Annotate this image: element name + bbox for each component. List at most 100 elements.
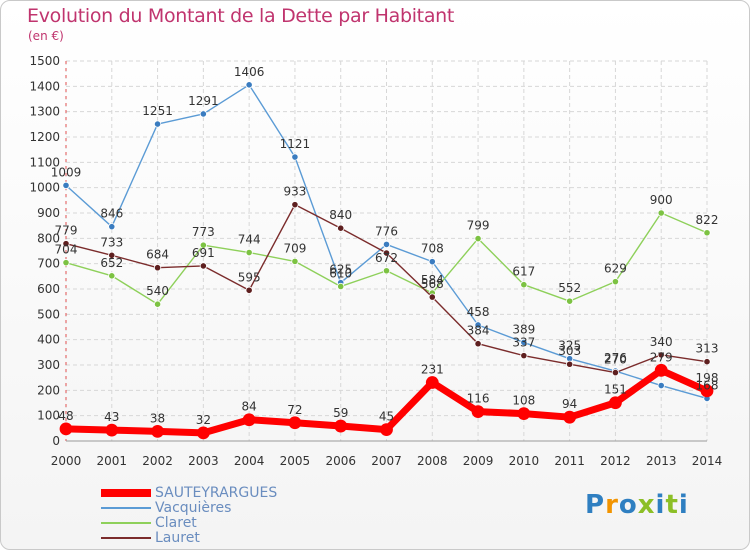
unit-label: (en €) bbox=[28, 29, 64, 43]
y-tick-label: 400 bbox=[37, 333, 60, 347]
legend-swatch bbox=[101, 507, 151, 509]
legend-swatch bbox=[101, 537, 151, 539]
data-label-vacqui-res: 1251 bbox=[142, 104, 173, 118]
x-tick-label: 2011 bbox=[554, 454, 585, 468]
data-label-lauret: 270 bbox=[604, 353, 627, 367]
data-label-vacqui-res: 1009 bbox=[51, 165, 82, 179]
x-tick-label: 2004 bbox=[234, 454, 265, 468]
data-label-sauteyrargues: 43 bbox=[104, 410, 119, 424]
x-tick-label: 2007 bbox=[371, 454, 402, 468]
data-label-sauteyrargues: 231 bbox=[421, 362, 444, 376]
data-label-sauteyrargues: 84 bbox=[242, 400, 257, 414]
data-label-lauret: 779 bbox=[55, 224, 78, 238]
data-point-lauret bbox=[382, 249, 391, 257]
legend-swatch bbox=[101, 522, 151, 524]
data-label-lauret: 313 bbox=[696, 342, 719, 356]
data-point-sauteyrargues bbox=[654, 363, 668, 377]
data-point-lauret bbox=[566, 360, 574, 368]
data-label-lauret: 384 bbox=[467, 324, 490, 338]
data-point-lauret bbox=[291, 201, 299, 209]
data-point-vacqui-res bbox=[520, 338, 528, 347]
data-label-sauteyrargues: 38 bbox=[150, 411, 165, 425]
data-label-sauteyrargues: 198 bbox=[696, 371, 719, 385]
x-tick-label: 2000 bbox=[51, 454, 82, 468]
logo-letter: x bbox=[637, 490, 656, 520]
data-point-lauret bbox=[474, 340, 482, 348]
data-point-claret bbox=[291, 257, 299, 265]
data-label-lauret: 337 bbox=[512, 336, 535, 350]
data-label-vacqui-res: 168 bbox=[696, 378, 719, 392]
x-tick-label: 2005 bbox=[280, 454, 311, 468]
proxiti-logo: Proxiti bbox=[585, 490, 689, 520]
data-label-vacqui-res: 1121 bbox=[280, 137, 311, 151]
data-point-claret bbox=[108, 272, 116, 280]
data-point-claret bbox=[62, 259, 70, 267]
data-point-claret bbox=[611, 278, 620, 286]
data-point-lauret bbox=[199, 262, 207, 270]
data-label-lauret: 568 bbox=[421, 277, 444, 291]
data-point-claret bbox=[382, 267, 391, 275]
data-label-claret: 629 bbox=[604, 262, 627, 276]
data-point-vacqui-res bbox=[245, 81, 253, 89]
data-point-sauteyrargues bbox=[700, 384, 714, 398]
legend-swatch bbox=[101, 489, 151, 497]
data-point-claret bbox=[474, 234, 482, 243]
y-tick-label: 300 bbox=[37, 358, 60, 372]
y-tick-label: 900 bbox=[37, 206, 60, 220]
chart-title: Evolution du Montant de la Dette par Hab… bbox=[27, 5, 455, 27]
data-label-vacqui-res: 389 bbox=[512, 322, 535, 336]
data-label-claret: 652 bbox=[100, 256, 123, 270]
data-point-vacqui-res bbox=[62, 181, 70, 189]
data-point-lauret bbox=[428, 293, 436, 301]
data-label-vacqui-res: 1291 bbox=[188, 94, 219, 108]
data-point-lauret bbox=[337, 224, 345, 232]
data-point-claret bbox=[520, 281, 528, 289]
data-point-sauteyrargues bbox=[380, 423, 393, 437]
data-point-lauret bbox=[703, 358, 711, 366]
data-label-vacqui-res: 458 bbox=[467, 305, 490, 319]
data-label-lauret: 733 bbox=[100, 235, 123, 249]
data-label-claret: 704 bbox=[55, 243, 78, 257]
data-label-vacqui-res: 325 bbox=[558, 339, 581, 353]
data-label-vacqui-res: 1406 bbox=[234, 65, 265, 79]
data-point-sauteyrargues bbox=[609, 396, 622, 410]
x-tick-label: 2008 bbox=[417, 454, 448, 468]
y-tick-label: 1200 bbox=[29, 130, 60, 144]
data-label-vacqui-res: 846 bbox=[100, 207, 123, 221]
legend-label: Vacquières bbox=[155, 500, 232, 516]
data-point-sauteyrargues bbox=[105, 423, 119, 437]
data-label-lauret: 840 bbox=[329, 208, 352, 222]
data-label-lauret: 684 bbox=[146, 248, 169, 262]
data-point-lauret bbox=[153, 264, 162, 272]
data-label-lauret: 303 bbox=[558, 344, 581, 358]
data-label-sauteyrargues: 108 bbox=[512, 394, 535, 408]
y-tick-label: 1300 bbox=[29, 105, 60, 119]
y-tick-label: 200 bbox=[37, 383, 60, 397]
y-tick-label: 0 bbox=[52, 434, 60, 448]
data-label-claret: 773 bbox=[192, 225, 215, 239]
data-point-lauret bbox=[520, 352, 528, 360]
data-point-vacqui-res bbox=[291, 153, 299, 161]
data-label-claret: 744 bbox=[238, 233, 261, 247]
x-tick-label: 2003 bbox=[188, 454, 219, 468]
x-tick-label: 2014 bbox=[692, 454, 723, 468]
x-tick-label: 2012 bbox=[600, 454, 631, 468]
data-point-sauteyrargues bbox=[196, 426, 210, 440]
data-label-lauret: 691 bbox=[192, 246, 215, 260]
data-point-lauret bbox=[657, 351, 665, 359]
data-point-sauteyrargues bbox=[471, 405, 485, 419]
data-label-lauret: 340 bbox=[650, 335, 673, 349]
data-point-claret bbox=[245, 248, 253, 257]
x-tick-label: 2009 bbox=[463, 454, 494, 468]
x-tick-label: 2013 bbox=[646, 454, 677, 468]
data-label-sauteyrargues: 59 bbox=[333, 406, 348, 420]
legend-label: Claret bbox=[155, 515, 197, 531]
data-label-claret: 617 bbox=[512, 265, 535, 279]
data-label-claret: 900 bbox=[650, 193, 673, 207]
data-label-sauteyrargues: 32 bbox=[196, 413, 211, 427]
data-point-lauret bbox=[611, 368, 620, 377]
data-point-sauteyrargues bbox=[334, 419, 348, 433]
data-label-sauteyrargues: 48 bbox=[58, 409, 73, 423]
data-point-claret bbox=[566, 297, 574, 305]
